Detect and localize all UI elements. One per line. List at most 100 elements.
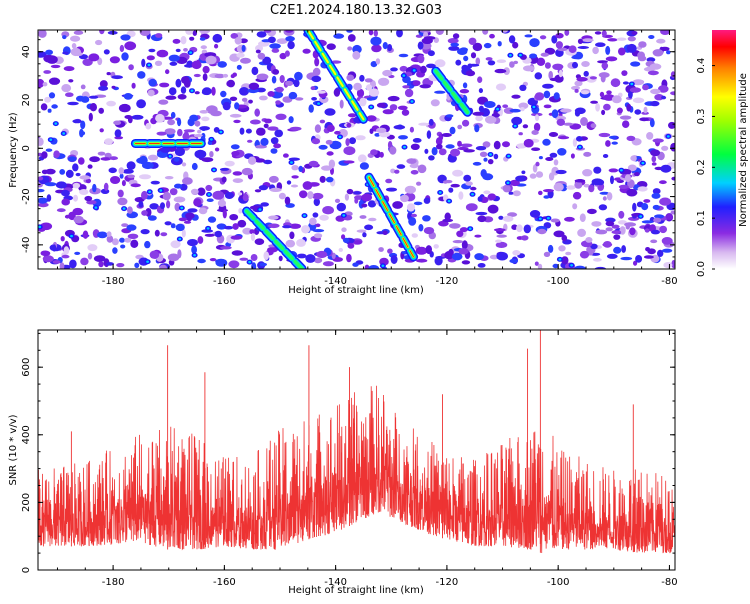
heatmap-cell (352, 262, 359, 267)
heatmap-cell (154, 60, 163, 66)
heatmap-cell (457, 140, 462, 147)
heatmap-cell (498, 215, 504, 220)
heatmap-cell (465, 70, 476, 77)
heatmap-cell (354, 197, 359, 204)
heatmap-cell (139, 30, 151, 36)
heatmap-cell (147, 63, 151, 67)
heatmap-cell (581, 61, 590, 67)
heatmap-cell (485, 57, 493, 61)
heatmap-cell (193, 73, 201, 78)
heatmap-cell (48, 77, 61, 85)
heatmap-cell (551, 109, 559, 119)
heatmap-cell (543, 104, 552, 109)
heatmap-cell (167, 253, 180, 262)
heatmap-cell (425, 245, 432, 255)
heatmap-cell (301, 225, 311, 234)
heatmap-cell (376, 102, 387, 108)
heatmap-cell (349, 137, 356, 145)
heatmap-cell (577, 228, 586, 237)
heatmap-cell (620, 256, 633, 261)
heatmap-cell (263, 159, 273, 165)
heatmap-cell (87, 164, 93, 169)
heatmap-cell (202, 65, 210, 74)
heatmap-cell (652, 188, 661, 195)
heatmap-cell (73, 194, 78, 202)
heatmap-cell (574, 181, 583, 189)
heatmap-cell (495, 83, 507, 91)
heatmap-cell (555, 32, 564, 39)
heatmap-cell (294, 71, 303, 81)
heatmap-cell (369, 128, 374, 134)
heatmap-cell (126, 161, 136, 170)
y-tick-label: 0 (21, 145, 32, 151)
heatmap-cell (502, 215, 514, 222)
heatmap-cell (110, 176, 121, 184)
heatmap-cell (183, 220, 192, 224)
heatmap-cell (574, 88, 579, 93)
heatmap-cell (214, 147, 220, 152)
heatmap-cell (449, 126, 456, 135)
heatmap-cell (124, 237, 132, 243)
heatmap-cell (270, 148, 278, 154)
heatmap-cell (230, 74, 235, 79)
heatmap-cell (119, 44, 125, 53)
heatmap-cell (659, 225, 667, 234)
heatmap-cell (593, 257, 602, 262)
heatmap-cell (111, 238, 119, 246)
heatmap-cell (606, 192, 613, 201)
heatmap-cell (659, 197, 671, 206)
heatmap-cell (389, 146, 397, 155)
heatmap-cell (447, 38, 459, 44)
heatmap-cell (323, 92, 328, 97)
heatmap-cell (511, 224, 518, 230)
heatmap-cell (666, 50, 671, 55)
heatmap-cell (444, 251, 454, 260)
heatmap-cell (467, 63, 473, 69)
x-tick-label: -120 (436, 276, 459, 287)
heatmap-cell (587, 208, 597, 215)
heatmap-cell (485, 115, 497, 124)
heatmap-cell (278, 192, 286, 200)
heatmap-cell (638, 41, 647, 48)
heatmap-cell (392, 201, 403, 209)
heatmap-cell (159, 264, 168, 269)
heatmap-cell (229, 214, 239, 221)
heatmap-cell (477, 196, 483, 202)
heatmap-cell (275, 86, 284, 93)
heatmap-cell (519, 84, 527, 92)
heatmap-cell (334, 198, 341, 203)
heatmap-cell (637, 186, 648, 192)
heatmap-cells (38, 30, 675, 269)
heatmap-cell (496, 59, 507, 63)
heatmap-cell (286, 180, 292, 185)
heatmap-cell (38, 176, 44, 181)
heatmap-cell (397, 105, 408, 111)
heatmap-cell (468, 227, 472, 230)
heatmap-cell (611, 230, 622, 235)
heatmap-cell (240, 57, 251, 64)
heatmap-cell (370, 36, 382, 46)
heatmap-cell (621, 70, 628, 76)
heatmap-cell (362, 232, 367, 238)
heatmap-cell (180, 86, 187, 94)
heatmap-cell (325, 139, 333, 145)
heatmap-cell (222, 73, 229, 78)
heatmap-cell (361, 193, 373, 202)
heatmap-cell (474, 124, 480, 133)
heatmap-cell (463, 149, 475, 153)
heatmap-cell (515, 175, 526, 182)
heatmap-cell (626, 43, 637, 53)
heatmap-cell (549, 152, 558, 158)
heatmap-cell (387, 248, 393, 254)
heatmap-cell (233, 119, 241, 124)
heatmap-cell (347, 242, 355, 249)
heatmap-cell (236, 64, 242, 70)
heatmap-cell (621, 245, 626, 253)
heatmap-cell (487, 159, 494, 165)
heatmap-cell (461, 260, 471, 265)
heatmap-cell (43, 70, 52, 74)
heatmap-cell (376, 127, 387, 133)
heatmap-cell (537, 228, 547, 235)
heatmap-cell (224, 192, 234, 199)
heatmap-cell (148, 48, 156, 53)
